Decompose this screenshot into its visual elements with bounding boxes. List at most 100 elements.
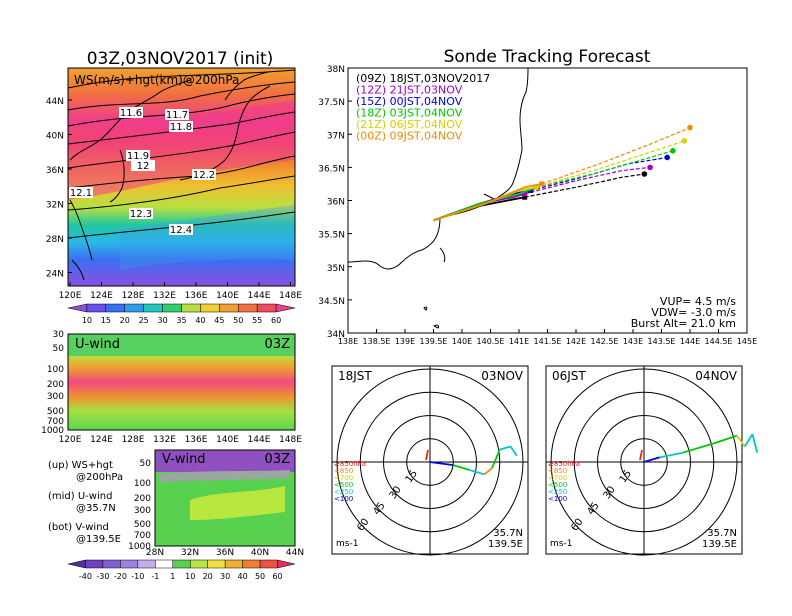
landing-marker bbox=[664, 154, 670, 161]
v-wind-label: V-wind bbox=[162, 452, 206, 467]
ws-colorbar-cell bbox=[143, 303, 163, 313]
v-level-label: 100 bbox=[134, 479, 151, 489]
ws-colorbar-cell bbox=[200, 303, 220, 313]
track-lon-label: 143E bbox=[623, 337, 643, 346]
hodograph-segment bbox=[659, 451, 683, 459]
ws-colorbar-cell bbox=[181, 303, 201, 313]
hodograph-level-label: <500 bbox=[548, 481, 567, 489]
svg-text:11.6: 11.6 bbox=[120, 108, 142, 119]
hodograph-date: 04NOV bbox=[695, 369, 737, 383]
hodograph-unit: ms-1 bbox=[336, 539, 358, 549]
contour-label: 11.9 bbox=[126, 150, 150, 162]
hodograph-date: 03NOV bbox=[481, 369, 523, 383]
hodograph-segment bbox=[468, 468, 485, 476]
ws-colorbar-label: 15 bbox=[101, 316, 111, 325]
hodograph-level-label: <100 bbox=[548, 495, 567, 503]
v-level-label: 200 bbox=[134, 494, 151, 504]
contour-label: 12.2 bbox=[192, 169, 216, 181]
hodograph-level-label: <700 bbox=[548, 474, 567, 482]
u-lon-label: 148E bbox=[279, 435, 302, 445]
track-lon-label: 144.5E bbox=[705, 337, 733, 346]
track-legend-item: (18Z) 03JST,04NOV bbox=[356, 107, 463, 120]
track-lat-label: 36N bbox=[327, 198, 345, 208]
ws-colorbar-label: 10 bbox=[82, 316, 92, 325]
hodograph-lat: 35.7N bbox=[707, 528, 737, 539]
ws-colorbar-label: 55 bbox=[252, 316, 262, 325]
hodograph-level-label: <850 bbox=[548, 467, 567, 475]
wind-colorbar-cell bbox=[85, 559, 104, 569]
track-descent bbox=[541, 127, 691, 185]
track-descent bbox=[535, 150, 674, 188]
hodograph-time: 18JST bbox=[338, 369, 372, 383]
wind-colorbar-cell bbox=[102, 559, 121, 569]
track-descent bbox=[530, 156, 668, 192]
hodograph-segment bbox=[452, 464, 470, 471]
track-lat-label: 36.5N bbox=[318, 164, 345, 174]
wind-colorbar-label: 40 bbox=[238, 572, 248, 581]
wind-colorbar-label: -20 bbox=[114, 572, 127, 581]
svg-text:11.8: 11.8 bbox=[170, 122, 192, 133]
ws-lon-tick-label: 136E bbox=[185, 291, 208, 301]
legend-line1: (bot) V-wind bbox=[48, 522, 109, 533]
track-legend: (09Z) 18JST,03NOV2017(12Z) 21JST,03NOV(1… bbox=[356, 72, 490, 143]
track-legend-item: (21Z) 06JST,04NOV bbox=[356, 118, 463, 131]
wind-colorbar-cell bbox=[189, 559, 208, 569]
hodograph-segment bbox=[499, 445, 511, 451]
ws-colorbar-cell bbox=[162, 303, 182, 313]
ws-lat-tick-label: 44N bbox=[46, 97, 64, 107]
hodograph-segment bbox=[509, 446, 518, 457]
v-grey-area bbox=[160, 470, 290, 482]
wind-colorbar-label: -10 bbox=[131, 572, 144, 581]
landing-marker bbox=[670, 148, 676, 154]
wind-colorbar-label: 50 bbox=[255, 572, 265, 581]
track-lat-label: 37.5N bbox=[318, 98, 345, 108]
u-level-label: 30 bbox=[53, 330, 65, 340]
track-map-panel: 34N 34.5N 35N 35.5N 36N 36.5N 37N 37.5N 38N 138E… bbox=[318, 65, 757, 346]
v-lat-label: 32N bbox=[181, 548, 199, 558]
wind-colorbar-label: 1 bbox=[170, 572, 175, 581]
left-title: 03Z,03NOV2017 (init) bbox=[87, 49, 274, 69]
wind-colorbar-label: 10 bbox=[185, 572, 195, 581]
wind-colorbar-cell bbox=[259, 559, 278, 569]
hodograph-level-label: <700 bbox=[334, 474, 353, 482]
track-lat-label: 35.5N bbox=[318, 231, 345, 241]
hodograph-segment bbox=[429, 461, 454, 466]
u-lon-label: 132E bbox=[153, 435, 176, 445]
track-lon-label: 140.5E bbox=[477, 337, 505, 346]
ws-lat-tick-label: 32N bbox=[46, 201, 64, 211]
ws-colorbar: 10 15 20 25 30 35 40 45 50 55 60 bbox=[67, 303, 296, 325]
track-lat-label: 38N bbox=[327, 65, 345, 75]
panel-legend: (up) WS+hgt@200hPa (mid) U-wind@35.7N (bot… bbox=[48, 460, 123, 545]
legend-line2: @200hPa bbox=[76, 472, 123, 483]
ws-lat-tick-label: 40N bbox=[46, 132, 64, 142]
contour-label: 11.7 bbox=[165, 109, 189, 121]
wind-colorbar-cell bbox=[67, 559, 86, 569]
v-level-label: 1000 bbox=[128, 542, 151, 552]
legend-line2: @35.7N bbox=[76, 503, 116, 514]
hodograph-segment bbox=[491, 449, 501, 469]
ws-colorbar-cell bbox=[219, 303, 239, 313]
sonde-tracks bbox=[433, 124, 693, 222]
u-lon-label: 128E bbox=[122, 435, 145, 445]
svg-text:12.4: 12.4 bbox=[170, 225, 192, 236]
hodograph-segment bbox=[736, 435, 746, 448]
sonde-track bbox=[433, 124, 693, 222]
track-coastline bbox=[347, 67, 529, 329]
hodograph-segment bbox=[643, 456, 660, 463]
ws-map-label: WS(m/s)+hgt(km)@200hPa bbox=[74, 73, 239, 87]
ws-lon-tick-label: 148E bbox=[279, 291, 302, 301]
track-lat-ticks: 34N 34.5N 35N 35.5N 36N 36.5N 37N 37.5N 38N bbox=[318, 65, 352, 340]
ws-lon-tick-label: 144E bbox=[248, 291, 271, 301]
landing-marker bbox=[681, 138, 688, 144]
u-lon-label: 140E bbox=[216, 435, 239, 445]
wind-colorbar-label: 30 bbox=[220, 572, 230, 581]
ws-lon-tick-label: 124E bbox=[90, 291, 113, 301]
track-lon-label: 142E bbox=[566, 337, 586, 346]
track-lon-label: 142.5E bbox=[591, 337, 619, 346]
u-level-label: 50 bbox=[53, 344, 65, 354]
wind-colorbar-label: -1 bbox=[151, 572, 159, 581]
u-lon-label: 144E bbox=[248, 435, 271, 445]
